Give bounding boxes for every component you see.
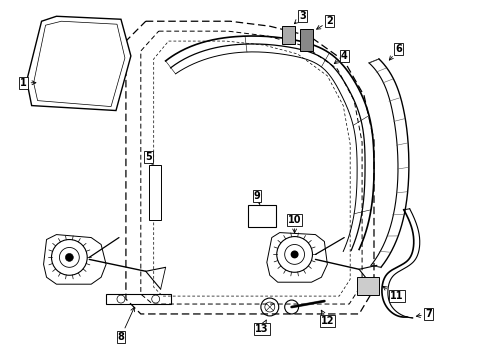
Text: 9: 9 [253,191,260,205]
Text: 1: 1 [20,78,36,88]
Text: 5: 5 [145,152,152,164]
Bar [356,277,378,295]
Bar [106,294,170,304]
Bar [247,205,275,227]
Bar [281,26,294,44]
Text: 6: 6 [388,44,401,60]
Text: 11: 11 [382,286,403,301]
Text: 10: 10 [287,215,301,233]
Text: 13: 13 [255,320,268,334]
Text: 7: 7 [415,309,431,319]
Text: 4: 4 [334,51,347,64]
Text: 8: 8 [117,307,134,342]
Polygon shape [27,16,131,111]
Circle shape [65,253,73,261]
Text: 2: 2 [316,16,332,29]
Circle shape [290,251,298,258]
Text: 12: 12 [320,310,333,326]
Bar [299,29,313,51]
Bar [148,165,161,220]
Text: 3: 3 [294,11,305,24]
